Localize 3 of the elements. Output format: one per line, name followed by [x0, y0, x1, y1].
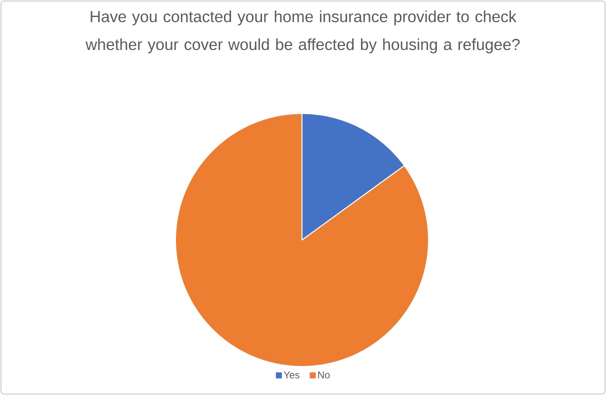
chart-title: Have you contacted your home insurance provider to check whether your cover would be affected by housing a refugee?: [86, 10, 520, 54]
legend-label: No: [318, 372, 330, 378]
legend-label: Yes: [284, 372, 300, 378]
